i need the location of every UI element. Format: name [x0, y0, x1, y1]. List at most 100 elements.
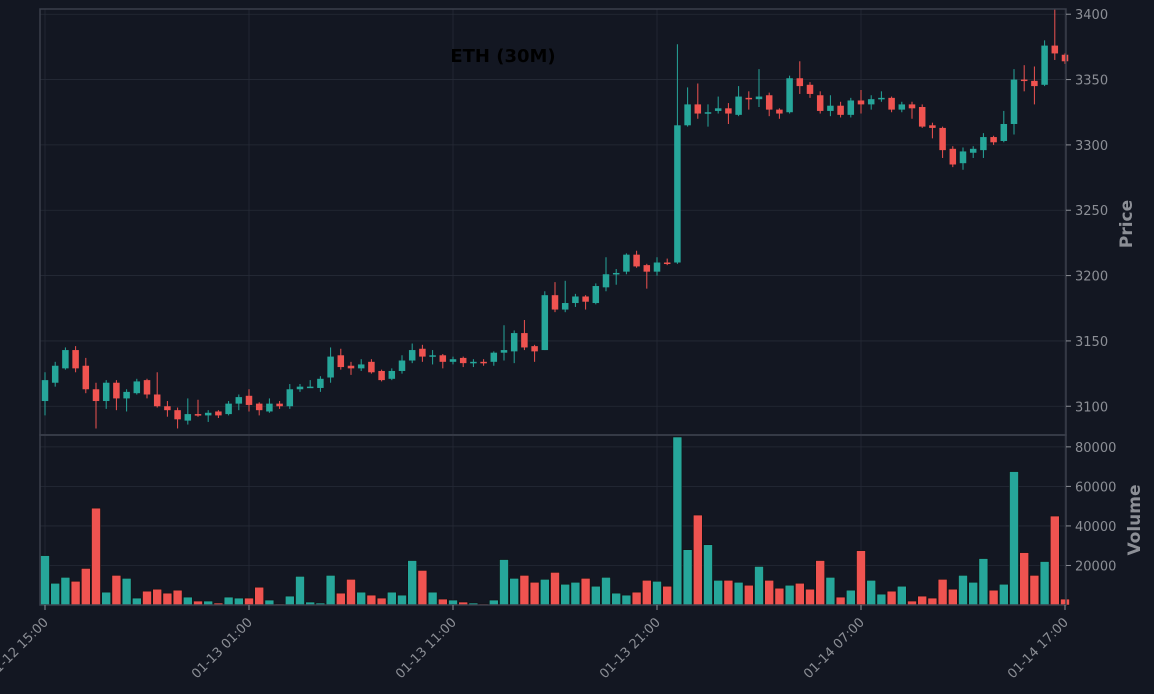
candle-body [980, 137, 987, 151]
volume-bar [60, 577, 71, 606]
volume-bar [254, 586, 264, 606]
candle-body [653, 262, 661, 272]
candle-body [306, 386, 314, 389]
volume-bar [1019, 552, 1030, 606]
candle-body [337, 355, 345, 368]
volume-bar [70, 580, 81, 606]
volume-bar [917, 595, 928, 606]
candle-body [633, 254, 640, 267]
volume-bar [1039, 561, 1050, 606]
candle-body [113, 382, 120, 399]
candle-body [194, 414, 202, 416]
price-tick-label: 3300 [1075, 139, 1108, 154]
volume-bar [162, 592, 173, 606]
volume-bar [335, 592, 346, 606]
candle-body [388, 370, 396, 379]
candle-body [755, 96, 763, 100]
volume-bar [784, 584, 795, 606]
candle-body [714, 108, 722, 111]
volume-bar [631, 591, 642, 606]
volume-bar [183, 596, 193, 606]
candle-body [888, 97, 895, 110]
candle-body [1031, 80, 1038, 87]
candle-body [847, 100, 855, 115]
candle-body [674, 125, 681, 263]
candle-body [1010, 79, 1018, 124]
candle-body [623, 254, 630, 272]
volume-bar [794, 582, 805, 606]
volume-bar [641, 579, 652, 606]
volume-bar [1029, 575, 1040, 606]
volume-bar [234, 597, 244, 606]
volume-bar [662, 585, 673, 606]
volume-bar [427, 591, 438, 606]
volume-bar [743, 584, 754, 606]
candle-body [72, 350, 79, 369]
volume-bar [40, 555, 50, 606]
volume-bar [417, 570, 428, 606]
volume-bar [713, 579, 724, 606]
candle-body [765, 95, 773, 110]
candle-body [521, 333, 528, 348]
candle-body [704, 112, 712, 114]
candle-body [1061, 54, 1069, 62]
candle-body [164, 406, 171, 411]
candle-body [368, 361, 375, 373]
volume-bar [295, 576, 305, 606]
candle-body [266, 403, 273, 412]
candle-body [92, 389, 100, 402]
volume-bar [50, 582, 61, 606]
volume-bar [590, 585, 601, 606]
volume-bar [376, 597, 387, 606]
candle-body [929, 125, 936, 128]
candle-body [51, 365, 59, 383]
volume-bars [40, 436, 1070, 606]
candle-body [480, 361, 487, 364]
candle-body [490, 352, 498, 362]
volume-bar [560, 583, 571, 606]
volume-bar [815, 560, 826, 606]
candle-body [551, 295, 559, 310]
candle-body [827, 105, 834, 111]
candle-body [449, 359, 457, 362]
candle-body [82, 365, 90, 390]
volume-bar [988, 589, 999, 606]
candle-body [531, 346, 538, 352]
candle-body [969, 148, 977, 153]
candle-body [990, 137, 997, 143]
candle-body [561, 303, 569, 310]
volume-bar [1060, 598, 1070, 606]
candle-body [776, 109, 783, 114]
candle-body [286, 389, 294, 407]
volume-bar [580, 578, 591, 606]
candle-body [694, 104, 702, 114]
volume-bar [101, 591, 111, 606]
candle-body [500, 350, 508, 353]
candle-body [327, 356, 334, 378]
volume-bar [621, 594, 632, 606]
candle-body [419, 348, 426, 357]
volume-bar [91, 507, 101, 606]
volume-tick-label: 40000 [1075, 520, 1116, 535]
candle-body [317, 378, 324, 388]
candle-body [245, 395, 253, 405]
volume-bar [121, 578, 132, 606]
candle-body [786, 78, 793, 113]
candle-body [918, 107, 926, 127]
volume-bar [550, 572, 560, 606]
price-tick-label: 3200 [1075, 270, 1108, 285]
candle-body [959, 151, 967, 164]
candle-body [62, 350, 69, 369]
volume-bar [529, 581, 540, 606]
candle-body [204, 412, 212, 416]
volume-tick-label: 20000 [1075, 559, 1116, 574]
volume-bar [397, 594, 407, 606]
candle-body [908, 104, 916, 109]
candle-body [398, 360, 406, 371]
candle-body [408, 350, 416, 361]
price-axis-title: Price [1117, 200, 1137, 248]
volume-bar [1050, 515, 1060, 606]
candle-body [806, 84, 814, 94]
candle-body [939, 127, 946, 151]
